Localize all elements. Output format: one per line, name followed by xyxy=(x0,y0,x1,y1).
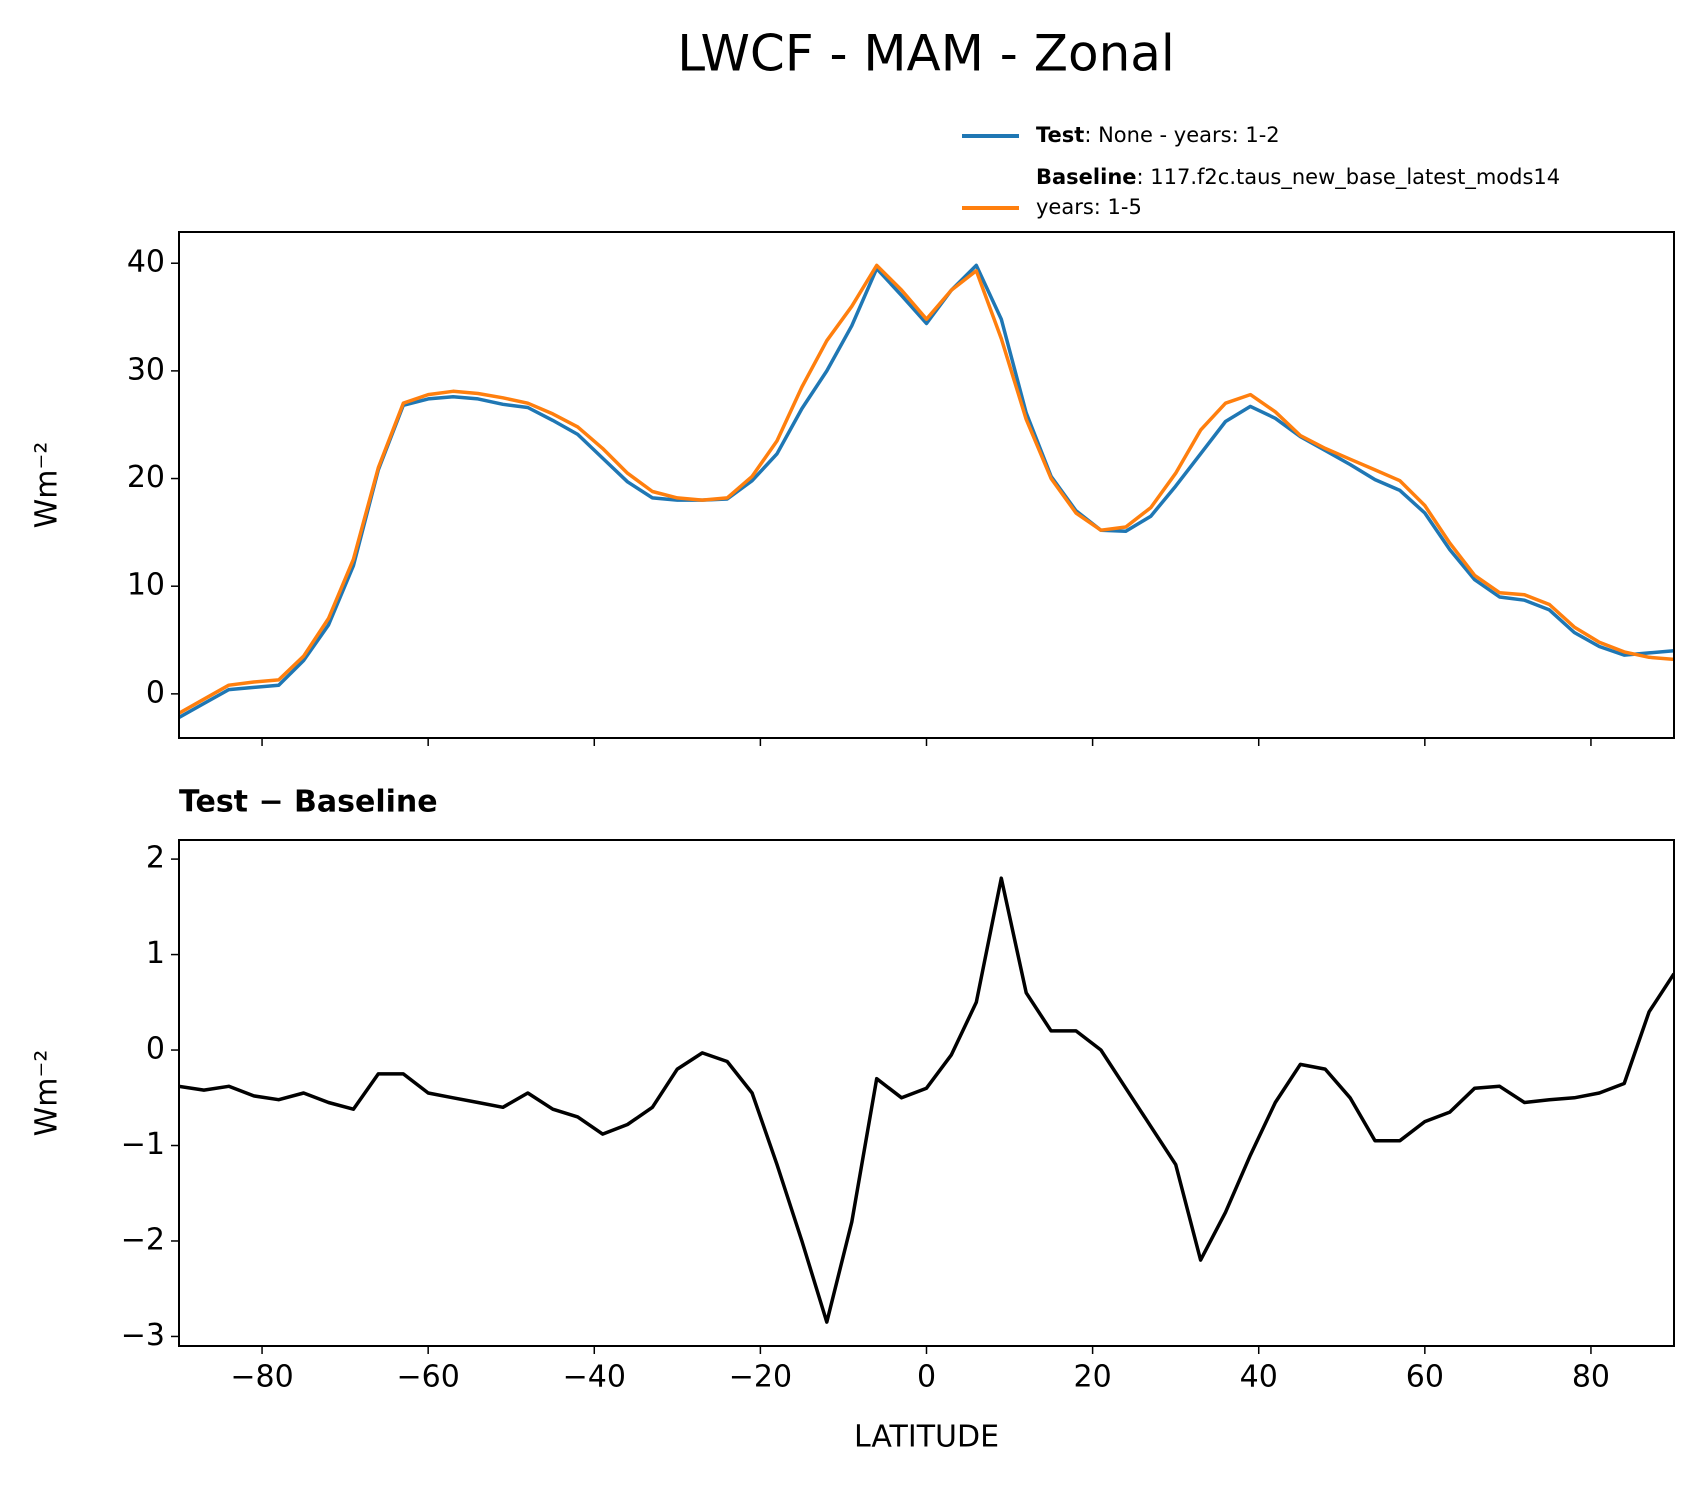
axes-frame xyxy=(178,231,1675,739)
y-tick-label: 1 xyxy=(146,936,165,971)
x-tick-label: 0 xyxy=(917,1360,936,1395)
y-tick-label: 30 xyxy=(127,352,165,387)
legend-desc: years: 1-5 xyxy=(1036,195,1142,219)
x-tick-label: 80 xyxy=(1572,1360,1610,1395)
y-tick-label: 0 xyxy=(146,1032,165,1067)
subtitle: Test − Baseline xyxy=(179,785,438,820)
y-tick-label: −3 xyxy=(121,1318,165,1353)
x-axis-label: LATITUDE xyxy=(854,1420,999,1455)
data-line xyxy=(179,263,1674,715)
y-axis-label: Wm⁻² xyxy=(30,1050,65,1137)
y-tick-label: −1 xyxy=(121,1127,165,1162)
legend-desc: : 117.f2c.taus_new_base_latest_mods14 xyxy=(1137,165,1561,190)
figure-title: LWCF - MAM - Zonal xyxy=(677,25,1175,83)
axes-frame xyxy=(178,839,1675,1347)
x-tick-label: 40 xyxy=(1240,1360,1278,1395)
y-tick-label: −2 xyxy=(121,1222,165,1257)
y-tick-label: 2 xyxy=(146,841,165,876)
y-tick-label: 0 xyxy=(146,675,165,710)
y-tick-label: 10 xyxy=(127,568,165,603)
legend-name: Baseline xyxy=(1036,165,1137,189)
x-tick-label: −80 xyxy=(230,1360,293,1395)
x-tick-label: −20 xyxy=(729,1360,792,1395)
x-tick-label: −40 xyxy=(563,1360,626,1395)
data-line xyxy=(179,876,1674,1324)
legend-entry: Baseline: 117.f2c.taus_new_base_latest_m… xyxy=(1036,165,1560,190)
y-tick-label: 40 xyxy=(127,245,165,280)
y-axis-label: Wm⁻² xyxy=(30,442,65,529)
x-tick-label: 20 xyxy=(1074,1360,1112,1395)
legend-desc: : None - years: 1-2 xyxy=(1084,123,1279,147)
legend-name: Test xyxy=(1036,123,1084,147)
y-tick-label: 20 xyxy=(127,460,165,495)
data-line xyxy=(179,263,1674,720)
x-tick-label: 60 xyxy=(1406,1360,1444,1395)
legend-entry: Test: None - years: 1-2 xyxy=(1036,123,1280,147)
x-tick-label: −60 xyxy=(397,1360,460,1395)
